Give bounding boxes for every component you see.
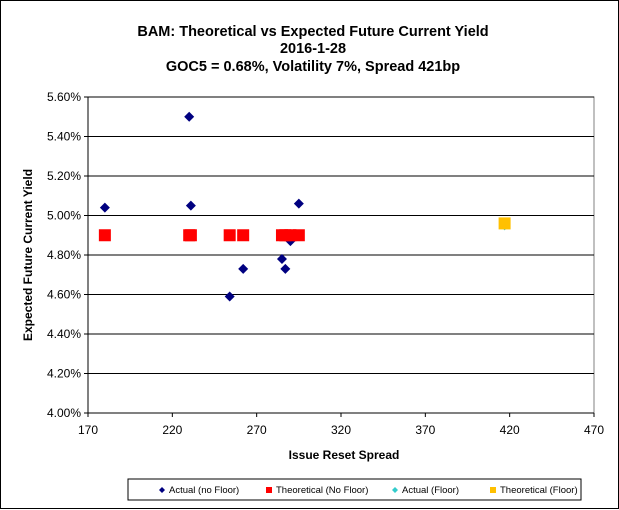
point-theoretical-floor [498,217,511,230]
y-tick-label: 4.20% [47,367,81,381]
y-tick-label: 4.00% [47,406,81,420]
point-actual-no-floor [184,111,195,122]
point-theoretical-no-floor [223,229,236,242]
y-tick-label: 5.40% [47,130,81,144]
x-axis-ticks: 170 220 270 320 370 420 470 [78,413,604,437]
point-actual-no-floor [280,263,291,274]
legend-marker-theoretical-floor [490,487,496,493]
x-tick-label: 170 [78,423,98,437]
point-theoretical-no-floor [98,229,111,242]
legend-box [127,478,582,501]
x-tick-label: 470 [584,423,604,437]
legend-marker-actual-no-floor [159,487,165,493]
point-actual-no-floor [185,200,196,211]
y-axis-ticks: 4.00% 4.20% 4.40% 4.60% 4.80% 5.00% 5.20% 5.40%… [47,90,88,420]
legend-label-theoretical-floor: Theoretical (Floor) [500,485,578,496]
point-actual-no-floor [224,291,235,302]
x-tick-label: 220 [162,423,182,437]
chart-title-line-1: BAM: Theoretical vs Expected Future Curr… [137,24,488,40]
point-theoretical-no-floor [237,229,250,242]
point-theoretical-no-floor [292,229,305,242]
point-actual-no-floor [293,198,304,209]
point-theoretical-no-floor [184,229,197,242]
legend-label-actual-floor: Actual (Floor) [402,485,459,496]
y-tick-label: 5.00% [47,209,81,223]
x-tick-label: 270 [247,423,267,437]
point-actual-no-floor [99,202,110,213]
legend-label-actual-no-floor: Actual (no Floor) [169,485,239,496]
data-points [98,111,511,302]
chart-title-line-2: 2016-1-28 [280,41,346,57]
legend-marker-actual-floor [392,487,398,493]
y-tick-label: 5.60% [47,90,81,104]
y-axis-title: Expected Future Current Yield [21,169,35,341]
chart-title-line-3: GOC5 = 0.68%, Volatility 7%, Spread 421b… [166,59,460,75]
y-tick-label: 4.40% [47,327,81,341]
legend: Actual (no Floor) Theoretical (No Floor) A… [159,485,578,496]
legend-label-theoretical-no-floor: Theoretical (No Floor) [276,485,368,496]
x-tick-label: 370 [415,423,435,437]
legend-marker-theoretical-no-floor [266,487,272,493]
x-tick-label: 420 [500,423,520,437]
y-tick-label: 4.60% [47,288,81,302]
x-axis-title: Issue Reset Spread [289,448,400,462]
x-tick-label: 320 [331,423,351,437]
point-actual-no-floor [276,253,287,264]
point-actual-no-floor [238,263,249,274]
y-tick-label: 5.20% [47,169,81,183]
y-tick-label: 4.80% [47,248,81,262]
